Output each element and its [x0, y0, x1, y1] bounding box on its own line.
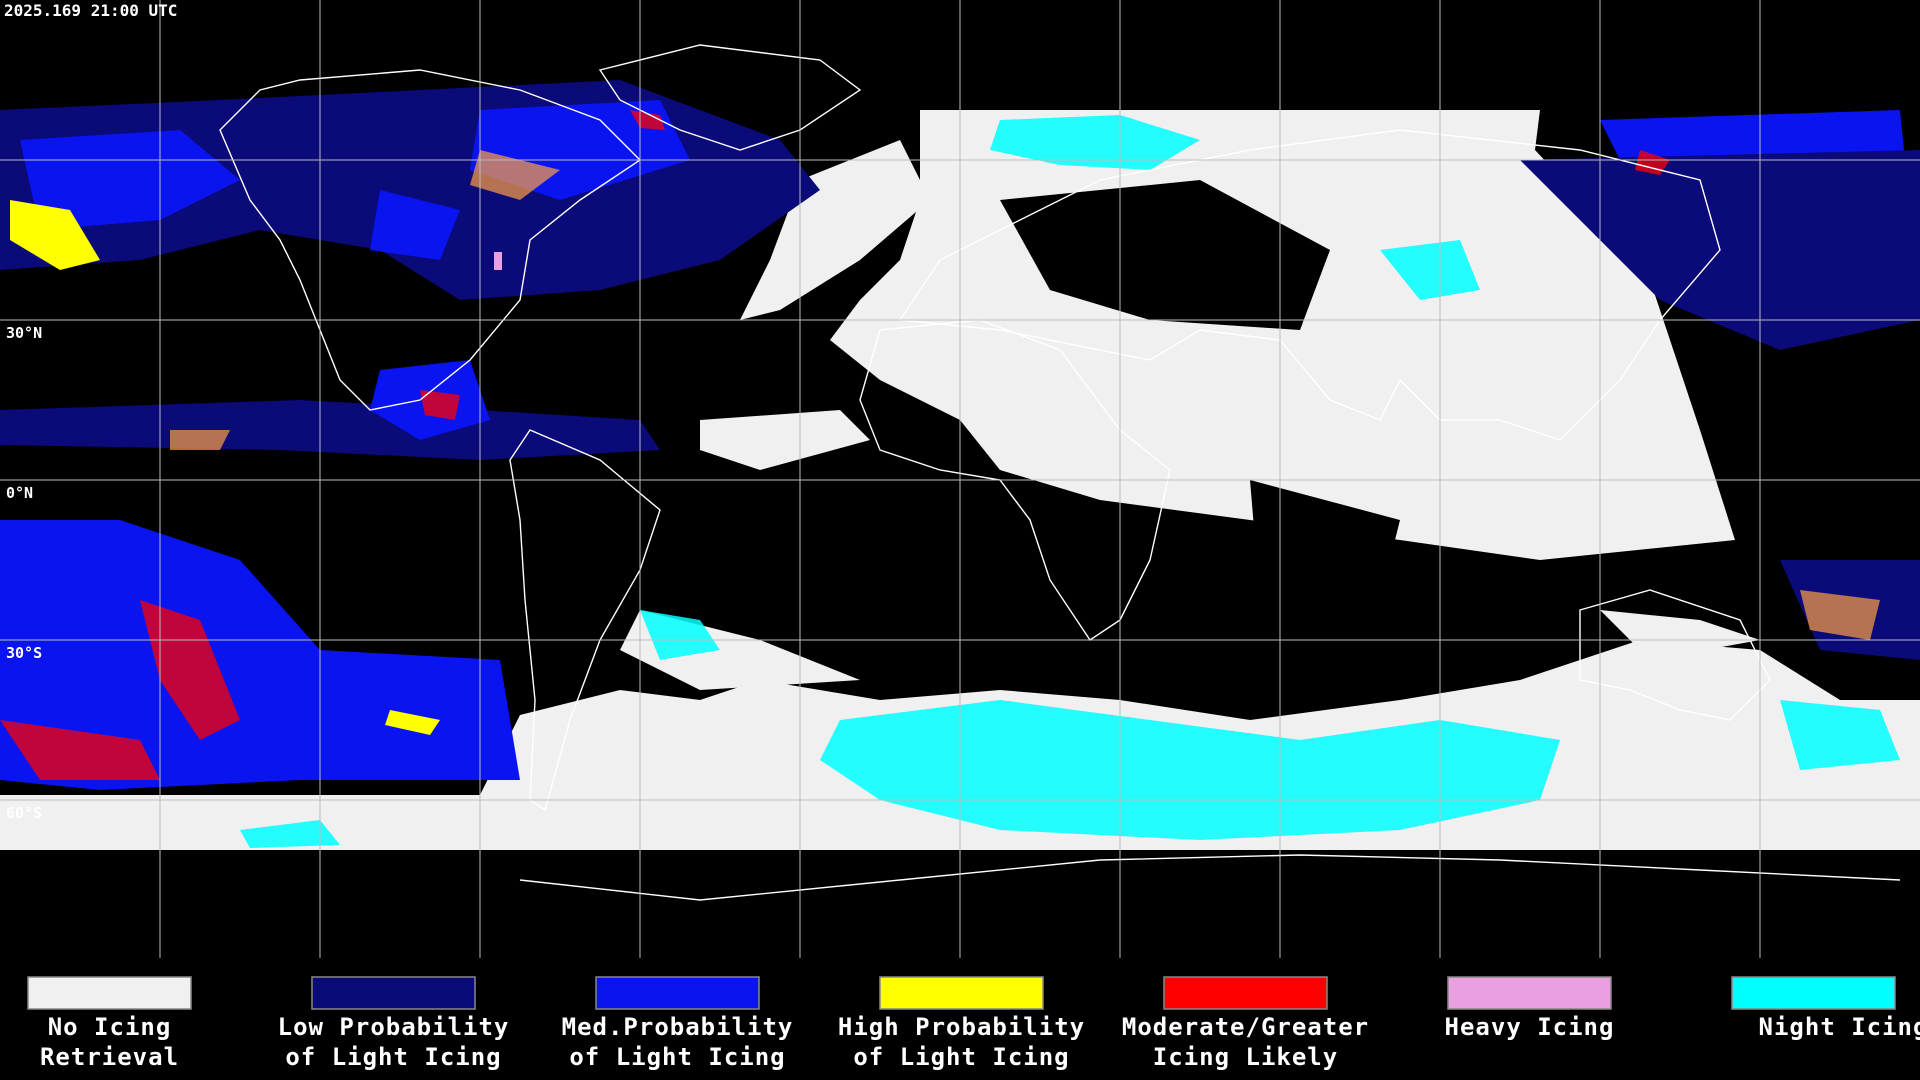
- legend-swatch: [595, 976, 760, 1010]
- legend-swatch: [27, 976, 192, 1010]
- night-icing-region: [820, 700, 1560, 840]
- timestamp: 2025.169 21:00 UTC: [4, 1, 177, 20]
- latitude-label: 0°N: [6, 484, 33, 502]
- clear-area: [860, 180, 1400, 640]
- legend-swatch: [1163, 976, 1328, 1010]
- legend-label: of Light Icing: [853, 1043, 1069, 1071]
- latitude-label: 30°S: [6, 644, 42, 662]
- legend-swatch: [1447, 976, 1612, 1010]
- legend-label: High Probability: [838, 1013, 1085, 1041]
- legend-label: Moderate/Greater: [1122, 1013, 1369, 1041]
- latitude-label: 60°S: [6, 804, 42, 822]
- legend-label: No Icing: [48, 1013, 172, 1041]
- legend-label: of Light Icing: [569, 1043, 785, 1071]
- legend-swatch: [1731, 976, 1896, 1010]
- latitude-label: 30°N: [6, 324, 42, 342]
- graticule: [0, 0, 1920, 958]
- legend-swatch: [879, 976, 1044, 1010]
- cloud-region: [620, 610, 1760, 690]
- legend-label: Med.Probability: [562, 1013, 794, 1041]
- legend-label: Heavy Icing: [1445, 1013, 1615, 1041]
- legend-swatch: [311, 976, 476, 1010]
- legend-label: Icing Likely: [1153, 1043, 1338, 1071]
- legend-label: Retrieval: [40, 1043, 179, 1071]
- legend-label: Night Icing: [1759, 1013, 1920, 1041]
- latitude-labels: 30°N 0°N 30°S 60°S: [6, 324, 42, 822]
- cloud-region: [700, 140, 930, 470]
- legend-label: Low Probability: [278, 1013, 510, 1041]
- legend-label: of Light Icing: [285, 1043, 501, 1071]
